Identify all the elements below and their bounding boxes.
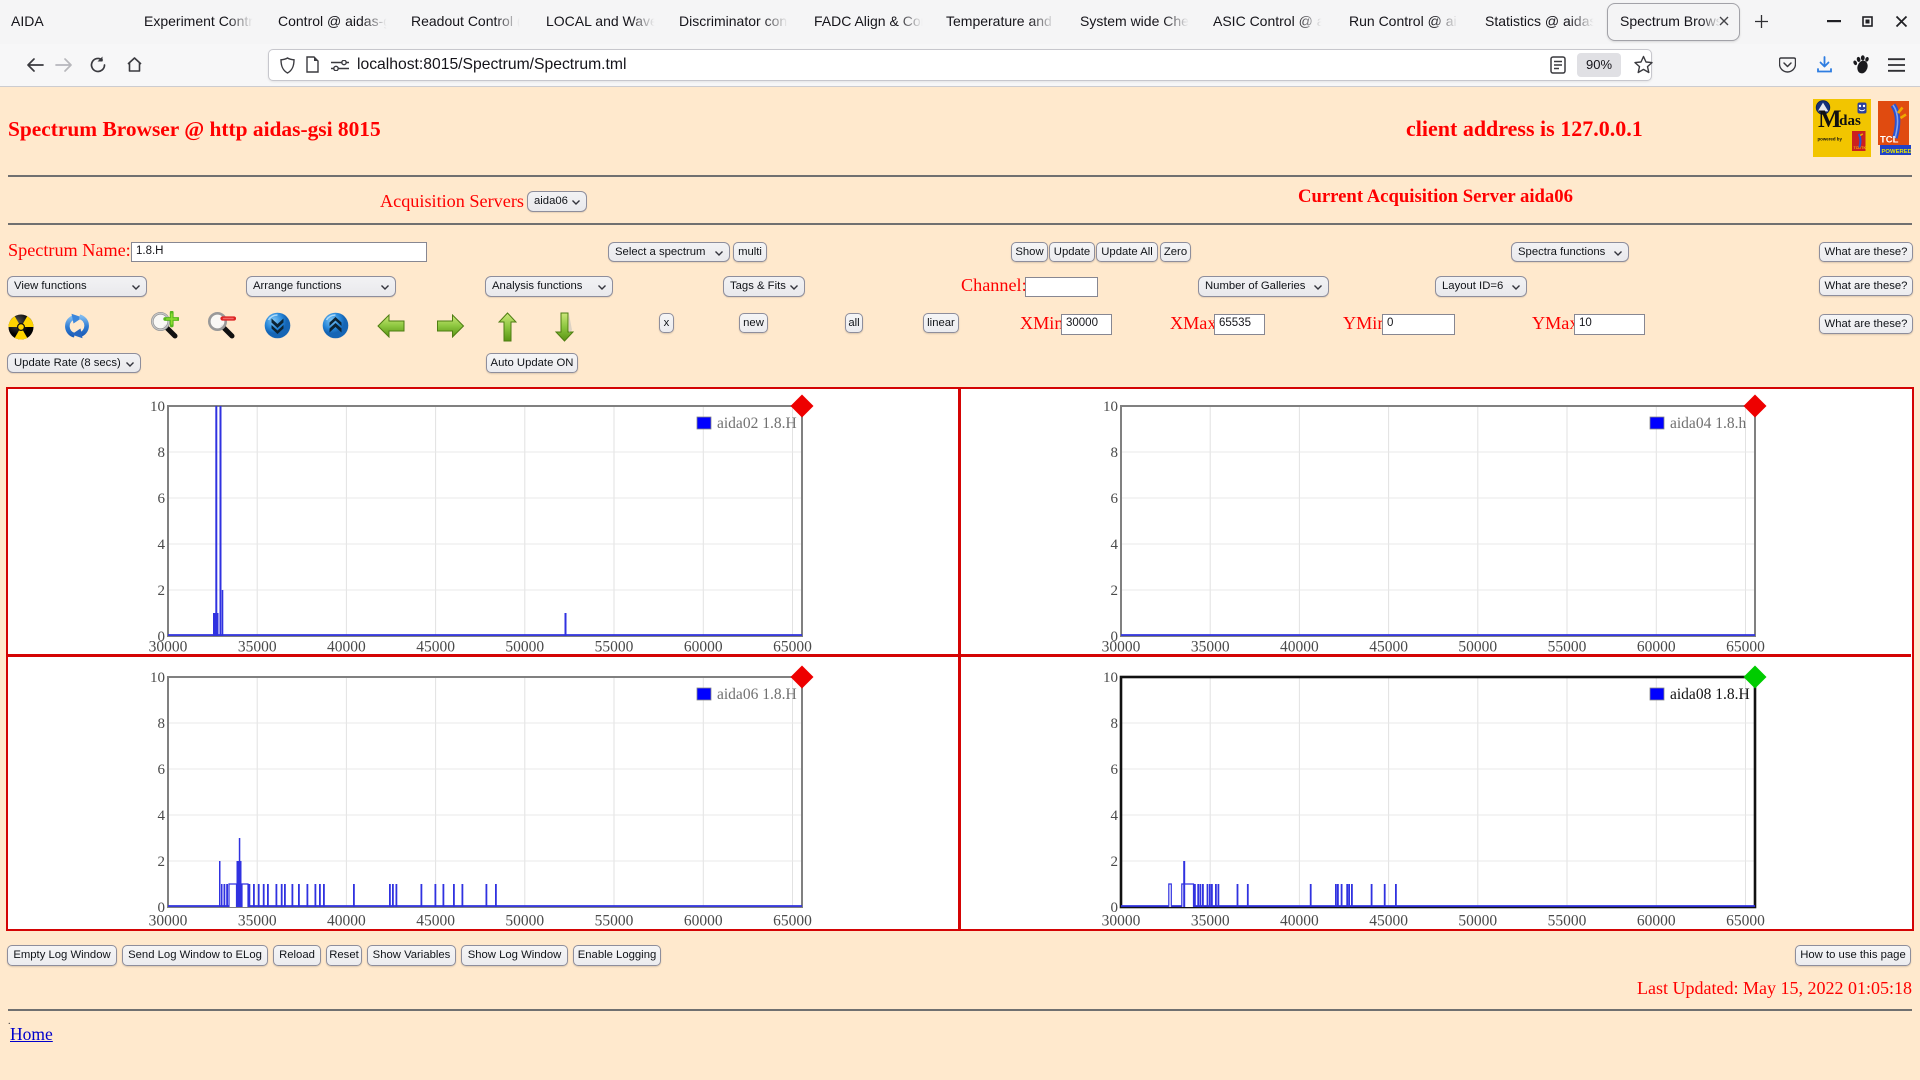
- svg-text:60000: 60000: [684, 913, 723, 930]
- svg-text:30000: 30000: [149, 639, 188, 656]
- svg-text:50000: 50000: [505, 639, 544, 656]
- svg-text:65000: 65000: [1726, 913, 1765, 930]
- svg-text:35000: 35000: [238, 913, 277, 930]
- svg-text:60000: 60000: [684, 639, 723, 656]
- svg-text:50000: 50000: [1458, 913, 1497, 930]
- svg-text:6: 6: [1111, 491, 1119, 507]
- svg-text:8: 8: [1111, 445, 1119, 461]
- svg-text:35000: 35000: [238, 639, 277, 656]
- svg-text:60000: 60000: [1637, 639, 1676, 656]
- svg-text:aida04 1.8.h: aida04 1.8.h: [1670, 415, 1746, 432]
- svg-text:50000: 50000: [505, 913, 544, 930]
- svg-text:aida02 1.8.H: aida02 1.8.H: [717, 415, 797, 432]
- svg-text:8: 8: [1111, 716, 1119, 732]
- svg-text:30000: 30000: [1102, 639, 1141, 656]
- svg-text:2: 2: [158, 583, 166, 599]
- svg-text:4: 4: [1111, 537, 1119, 553]
- svg-text:45000: 45000: [1369, 913, 1408, 930]
- svg-text:40000: 40000: [1280, 639, 1319, 656]
- svg-text:0: 0: [158, 629, 166, 645]
- svg-text:powered by: powered by: [1818, 137, 1843, 142]
- svg-text:65000: 65000: [773, 639, 812, 656]
- svg-text:30000: 30000: [149, 913, 188, 930]
- svg-text:6: 6: [1111, 762, 1119, 778]
- svg-text:45000: 45000: [1369, 639, 1408, 656]
- svg-text:M: M: [1818, 106, 1842, 133]
- svg-text:2: 2: [1111, 583, 1119, 599]
- svg-text:55000: 55000: [1548, 913, 1587, 930]
- svg-text:35000: 35000: [1191, 639, 1230, 656]
- svg-text:10: 10: [150, 670, 165, 686]
- svg-text:8: 8: [158, 716, 166, 732]
- svg-text:35000: 35000: [1191, 913, 1230, 930]
- svg-text:2: 2: [158, 854, 166, 870]
- svg-text:0: 0: [1111, 629, 1119, 645]
- svg-text:55000: 55000: [595, 913, 634, 930]
- svg-text:0: 0: [1111, 900, 1119, 916]
- svg-text:60000: 60000: [1637, 913, 1676, 930]
- svg-text:aida08 1.8.H: aida08 1.8.H: [1670, 686, 1750, 703]
- svg-text:40000: 40000: [327, 913, 366, 930]
- svg-text:6: 6: [158, 491, 166, 507]
- svg-text:TCL: TCL: [1880, 135, 1899, 146]
- svg-text:40000: 40000: [1280, 913, 1319, 930]
- svg-text:55000: 55000: [1548, 639, 1587, 656]
- svg-text:4: 4: [1111, 808, 1119, 824]
- svg-text:TCL/TK: TCL/TK: [1854, 146, 1867, 150]
- svg-text:30000: 30000: [1102, 913, 1141, 930]
- svg-text:65000: 65000: [773, 913, 812, 930]
- svg-text:aida06 1.8.H: aida06 1.8.H: [717, 686, 797, 703]
- svg-text:10: 10: [1103, 399, 1118, 415]
- svg-text:4: 4: [158, 808, 166, 824]
- svg-text:40000: 40000: [327, 639, 366, 656]
- svg-text:10: 10: [150, 399, 165, 415]
- svg-text:50000: 50000: [1458, 639, 1497, 656]
- svg-text:65000: 65000: [1726, 639, 1765, 656]
- svg-text:idas: idas: [1835, 113, 1861, 129]
- svg-text:6: 6: [158, 762, 166, 778]
- svg-text:45000: 45000: [416, 913, 455, 930]
- svg-text:0: 0: [158, 900, 166, 916]
- svg-text:POWERED: POWERED: [1882, 149, 1912, 155]
- svg-text:8: 8: [158, 445, 166, 461]
- svg-text:10: 10: [1103, 670, 1118, 686]
- svg-text:2: 2: [1111, 854, 1119, 870]
- svg-text:45000: 45000: [416, 639, 455, 656]
- svg-text:4: 4: [158, 537, 166, 553]
- svg-text:55000: 55000: [595, 639, 634, 656]
